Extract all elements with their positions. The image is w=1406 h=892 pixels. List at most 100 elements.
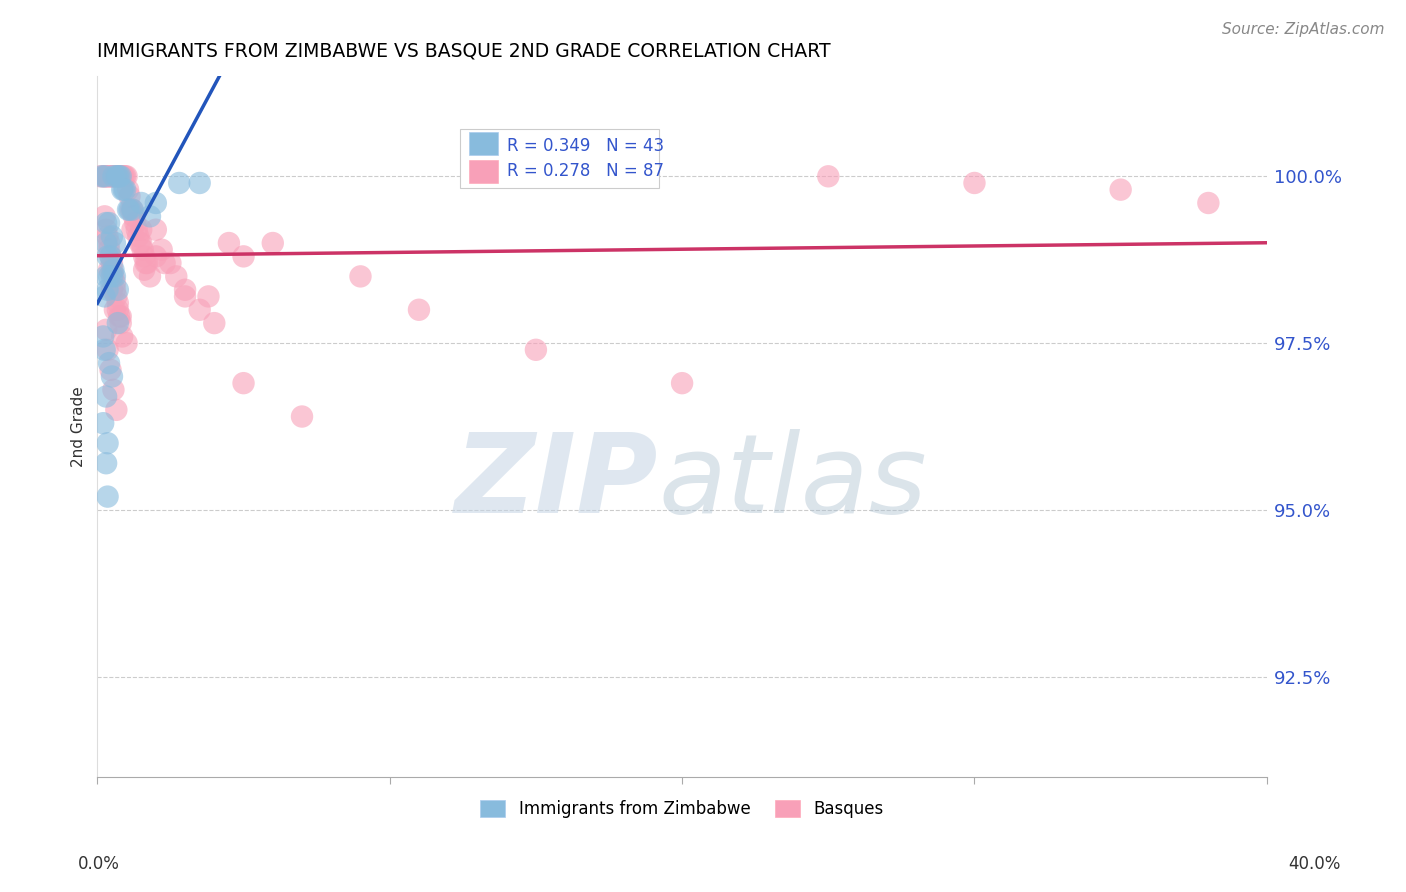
Point (291, 409, 314, 424)
Point (94, 222, 117, 236)
Point (94, 390, 117, 404)
Point (131, 243, 153, 257)
Point (100, 249, 122, 263)
Point (159, 256, 181, 270)
Point (105, 289, 128, 303)
Point (91, 416, 114, 430)
Point (218, 235, 240, 250)
Text: R = 0.278   N = 87: R = 0.278 N = 87 (506, 162, 664, 180)
Point (103, 383, 125, 397)
Point (97, 283, 120, 297)
Point (150, 243, 173, 257)
Point (94, 235, 117, 250)
Point (114, 169, 136, 184)
Legend: Immigrants from Zimbabwe, Basques: Immigrants from Zimbabwe, Basques (474, 793, 890, 824)
Point (98, 269, 121, 284)
Point (671, 376, 693, 391)
Point (174, 283, 197, 297)
Point (93, 210, 115, 224)
Text: atlas: atlas (658, 429, 928, 536)
Point (107, 296, 129, 310)
Point (91, 329, 114, 343)
Point (108, 169, 131, 184)
Point (101, 283, 124, 297)
Point (105, 169, 128, 184)
Point (98, 262, 121, 277)
Point (94, 456, 117, 470)
Point (174, 289, 197, 303)
Point (104, 269, 127, 284)
Point (121, 202, 143, 217)
Point (103, 169, 125, 184)
Point (101, 229, 124, 244)
Point (104, 169, 127, 184)
Point (167, 176, 190, 190)
Point (98, 235, 121, 250)
Point (118, 202, 141, 217)
Point (105, 169, 128, 184)
Point (817, 169, 839, 184)
Point (120, 202, 142, 217)
Point (134, 249, 156, 263)
Point (408, 302, 430, 317)
Point (97, 343, 120, 357)
Point (232, 376, 254, 391)
Point (104, 235, 127, 250)
Point (107, 169, 129, 184)
Point (117, 202, 139, 217)
Text: IMMIGRANTS FROM ZIMBABWE VS BASQUE 2ND GRADE CORRELATION CHART: IMMIGRANTS FROM ZIMBABWE VS BASQUE 2ND G… (97, 42, 831, 61)
Point (202, 316, 225, 330)
Point (107, 169, 129, 184)
Point (94, 323, 117, 337)
Point (97, 490, 120, 504)
Point (101, 262, 124, 277)
Point (98, 243, 121, 257)
Point (94, 216, 117, 230)
Point (1197, 196, 1219, 211)
Text: R = 0.349   N = 43: R = 0.349 N = 43 (506, 137, 664, 155)
Point (165, 269, 187, 284)
Point (108, 169, 131, 184)
Point (90, 169, 112, 184)
Point (104, 276, 127, 290)
Point (100, 363, 122, 377)
Point (101, 269, 124, 284)
Point (111, 169, 134, 184)
Point (103, 169, 125, 184)
Point (112, 183, 135, 197)
Point (108, 310, 131, 324)
Point (89, 169, 111, 184)
Point (111, 183, 134, 197)
Point (128, 235, 150, 250)
Point (107, 316, 129, 330)
Point (98, 216, 121, 230)
Point (91, 169, 114, 184)
Point (93, 169, 115, 184)
Point (129, 222, 152, 236)
Point (125, 222, 148, 236)
Point (104, 283, 127, 297)
Point (101, 256, 124, 270)
Point (188, 176, 211, 190)
Point (101, 369, 124, 384)
Point (349, 269, 371, 284)
Point (97, 229, 120, 244)
Point (115, 169, 138, 184)
Point (103, 269, 125, 284)
Point (121, 202, 143, 217)
Point (232, 249, 254, 263)
Point (101, 169, 124, 184)
Point (97, 436, 120, 450)
Point (1109, 183, 1132, 197)
Point (100, 169, 122, 184)
Point (110, 316, 132, 330)
Point (135, 256, 157, 270)
Point (103, 262, 125, 277)
Point (94, 169, 117, 184)
Text: Source: ZipAtlas.com: Source: ZipAtlas.com (1222, 22, 1385, 37)
FancyBboxPatch shape (470, 161, 499, 183)
Point (963, 176, 986, 190)
Point (98, 356, 121, 370)
Point (110, 169, 132, 184)
Point (129, 196, 152, 211)
